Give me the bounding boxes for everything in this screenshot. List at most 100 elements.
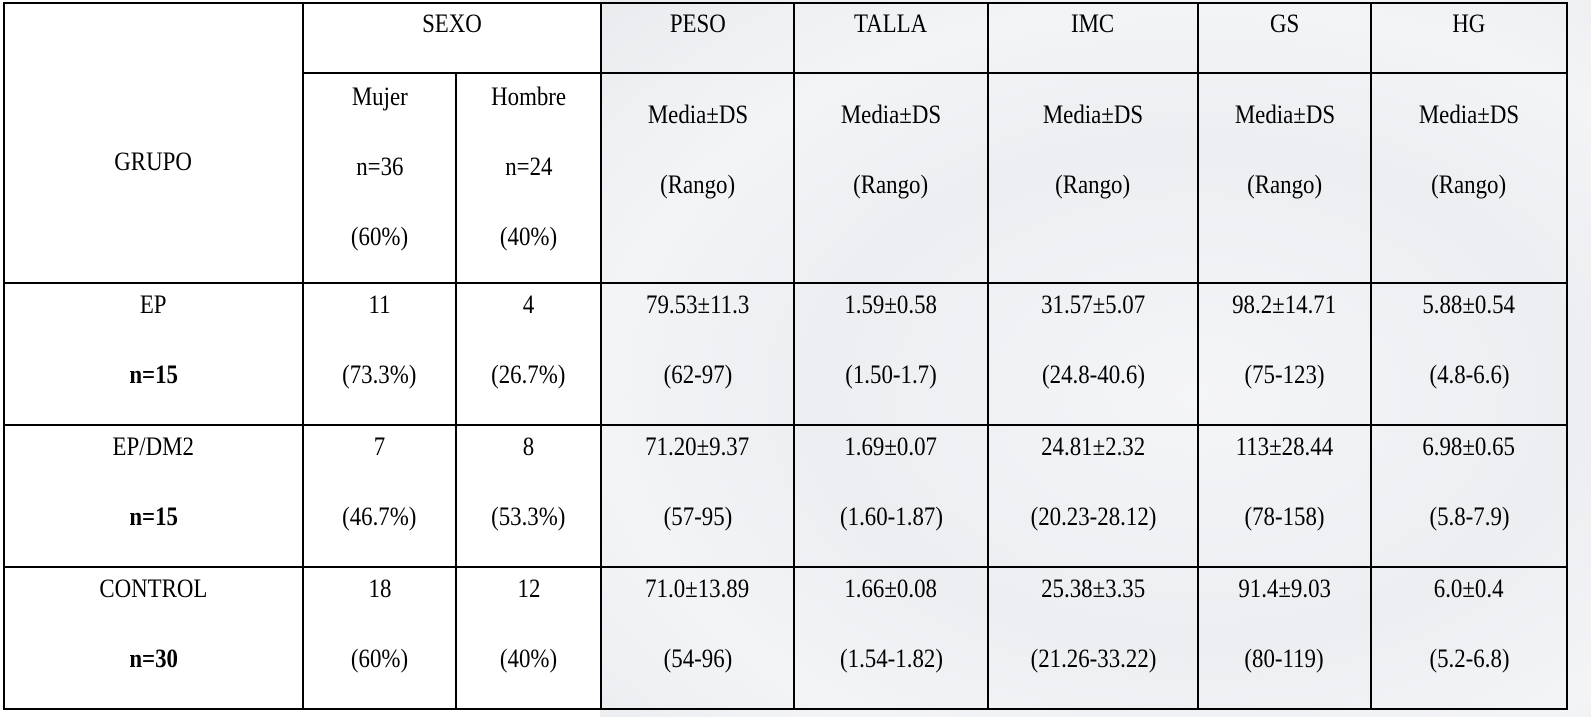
- talla-range: (1.54-1.82): [839, 644, 943, 673]
- imc-range: (20.23-28.12): [1030, 502, 1156, 531]
- header-peso-label: PESO: [669, 9, 726, 38]
- range-label: (Rango): [1055, 170, 1131, 199]
- gs-value: 91.4±9.03: [1238, 574, 1331, 603]
- cell-hombre: 12 (40%): [455, 566, 602, 710]
- hombre-range: (53.3%): [491, 502, 566, 531]
- header-row-2: Mujer n=36 (60%) Hombre n=24 (40%) Media…: [4, 72, 1568, 284]
- mujer-n: n=36: [355, 152, 404, 181]
- header-grupo-label: GRUPO: [114, 147, 193, 176]
- stat-label: Media±DS: [1234, 100, 1335, 129]
- cell-hg: 5.88±0.54 (4.8-6.6): [1370, 282, 1568, 426]
- peso-range: (54-96): [663, 644, 732, 673]
- cell-gs: 113±28.44 (78-158): [1197, 424, 1372, 568]
- hombre-range: (26.7%): [491, 360, 566, 389]
- stat-header-gs: Media±DS (Rango): [1197, 72, 1372, 284]
- header-hg: HG: [1370, 2, 1568, 74]
- stat-label: Media±DS: [1042, 100, 1144, 129]
- header-imc-label: IMC: [1071, 9, 1115, 38]
- gs-range: (75-123): [1244, 360, 1325, 389]
- mujer-value: 18: [368, 574, 391, 603]
- imc-range: (24.8-40.6): [1041, 360, 1145, 389]
- mujer-value: 7: [373, 432, 386, 461]
- gs-range: (78-158): [1244, 502, 1325, 531]
- header-talla: TALLA: [793, 2, 989, 74]
- header-grupo: GRUPO: [3, 2, 304, 284]
- stat-header-talla: Media±DS (Rango): [793, 72, 989, 284]
- stat-label: Media±DS: [647, 100, 748, 129]
- header-row-1: GRUPO SEXO PESO TALLA IMC GS HG: [3, 2, 1568, 284]
- peso-value: 71.20±9.37: [645, 432, 750, 461]
- peso-value: 71.0±13.89: [645, 574, 750, 603]
- gs-range: (80-119): [1244, 644, 1325, 673]
- header-sexo: SEXO: [302, 2, 602, 74]
- talla-range: (1.60-1.87): [839, 502, 943, 531]
- cell-hg: 6.0±0.4 (5.2-6.8): [1370, 566, 1568, 710]
- table-row: EP/DM2 n=15 7 (46.7%) 8 (53.3%) 71.20±9.…: [3, 424, 1568, 568]
- hg-range: (5.8-7.9): [1428, 502, 1510, 531]
- mujer-pct: (60%): [350, 222, 409, 251]
- cell-talla: 1.69±0.07 (1.60-1.87): [793, 424, 989, 568]
- hombre-value: 4: [522, 290, 535, 319]
- hg-value: 6.98±0.65: [1422, 432, 1516, 461]
- cell-imc: 31.57±5.07 (24.8-40.6): [987, 282, 1199, 426]
- group-n: n=15: [129, 360, 178, 389]
- table-row: EP n=15 11 (73.3%) 4 (26.7%) 79.53±11.3 …: [3, 282, 1568, 426]
- cell-gs: 91.4±9.03 (80-119): [1197, 566, 1372, 710]
- gs-value: 98.2±14.71: [1232, 290, 1337, 319]
- peso-range: (62-97): [663, 360, 732, 389]
- table-row: CONTROL n=30 18 (60%) 12 (40%) 71.0±13.8…: [3, 566, 1568, 710]
- cell-group: EP n=15: [3, 282, 304, 426]
- hg-range: (5.2-6.8): [1428, 644, 1510, 673]
- stat-label: Media±DS: [1418, 100, 1520, 129]
- header-sexo-label: SEXO: [422, 9, 482, 38]
- hg-value: 6.0±0.4: [1434, 574, 1504, 603]
- cell-group: CONTROL n=30: [3, 566, 304, 710]
- cell-imc: 24.81±2.32 (20.23-28.12): [987, 424, 1199, 568]
- header-talla-label: TALLA: [854, 9, 928, 38]
- mujer-range: (46.7%): [342, 502, 417, 531]
- gs-value: 113±28.44: [1235, 432, 1334, 461]
- peso-value: 79.53±11.3: [645, 290, 750, 319]
- range-label: (Rango): [1431, 170, 1507, 199]
- anthropometric-table: GRUPO SEXO PESO TALLA IMC GS HG Mujer n=…: [3, 2, 1568, 710]
- imc-value: 25.38±3.35: [1040, 574, 1146, 603]
- talla-value: 1.66±0.08: [844, 574, 938, 603]
- mujer-range: (73.3%): [342, 360, 417, 389]
- range-label: (Rango): [660, 170, 735, 199]
- cell-imc: 25.38±3.35 (21.26-33.22): [987, 566, 1199, 710]
- imc-range: (21.26-33.22): [1030, 644, 1156, 673]
- hombre-range: (40%): [499, 644, 558, 673]
- cell-peso: 71.20±9.37 (57-95): [600, 424, 795, 568]
- cell-mujer: 7 (46.7%): [302, 424, 457, 568]
- group-name: CONTROL: [99, 574, 208, 603]
- cell-gs: 98.2±14.71 (75-123): [1197, 282, 1372, 426]
- group-name: EP: [140, 290, 167, 319]
- hombre-value: 12: [517, 574, 540, 603]
- hombre-label: Hombre: [491, 82, 566, 111]
- mujer-label: Mujer: [351, 82, 408, 111]
- header-imc: IMC: [987, 2, 1199, 74]
- cell-hg: 6.98±0.65 (5.8-7.9): [1370, 424, 1568, 568]
- imc-value: 24.81±2.32: [1040, 432, 1146, 461]
- cell-group: EP/DM2 n=15: [3, 424, 304, 568]
- cell-peso: 79.53±11.3 (62-97): [600, 282, 795, 426]
- stat-header-imc: Media±DS (Rango): [987, 72, 1199, 284]
- cell-hombre: 8 (53.3%): [455, 424, 602, 568]
- cell-mujer: 11 (73.3%): [302, 282, 457, 426]
- header-gs: GS: [1197, 2, 1372, 74]
- stat-header-peso: Media±DS (Rango): [600, 72, 795, 284]
- header-mujer: Mujer n=36 (60%): [302, 72, 457, 284]
- talla-value: 1.59±0.58: [844, 290, 938, 319]
- hombre-pct: (40%): [499, 222, 558, 251]
- talla-value: 1.69±0.07: [844, 432, 938, 461]
- group-n: n=30: [129, 644, 178, 673]
- hombre-value: 8: [522, 432, 535, 461]
- peso-range: (57-95): [663, 502, 732, 531]
- mujer-range: (60%): [350, 644, 409, 673]
- header-hombre: Hombre n=24 (40%): [455, 72, 602, 284]
- stat-header-hg: Media±DS (Rango): [1370, 72, 1568, 284]
- header-hg-label: HG: [1452, 9, 1486, 38]
- talla-range: (1.50-1.7): [845, 360, 937, 389]
- imc-value: 31.57±5.07: [1040, 290, 1146, 319]
- header-gs-label: GS: [1269, 9, 1300, 38]
